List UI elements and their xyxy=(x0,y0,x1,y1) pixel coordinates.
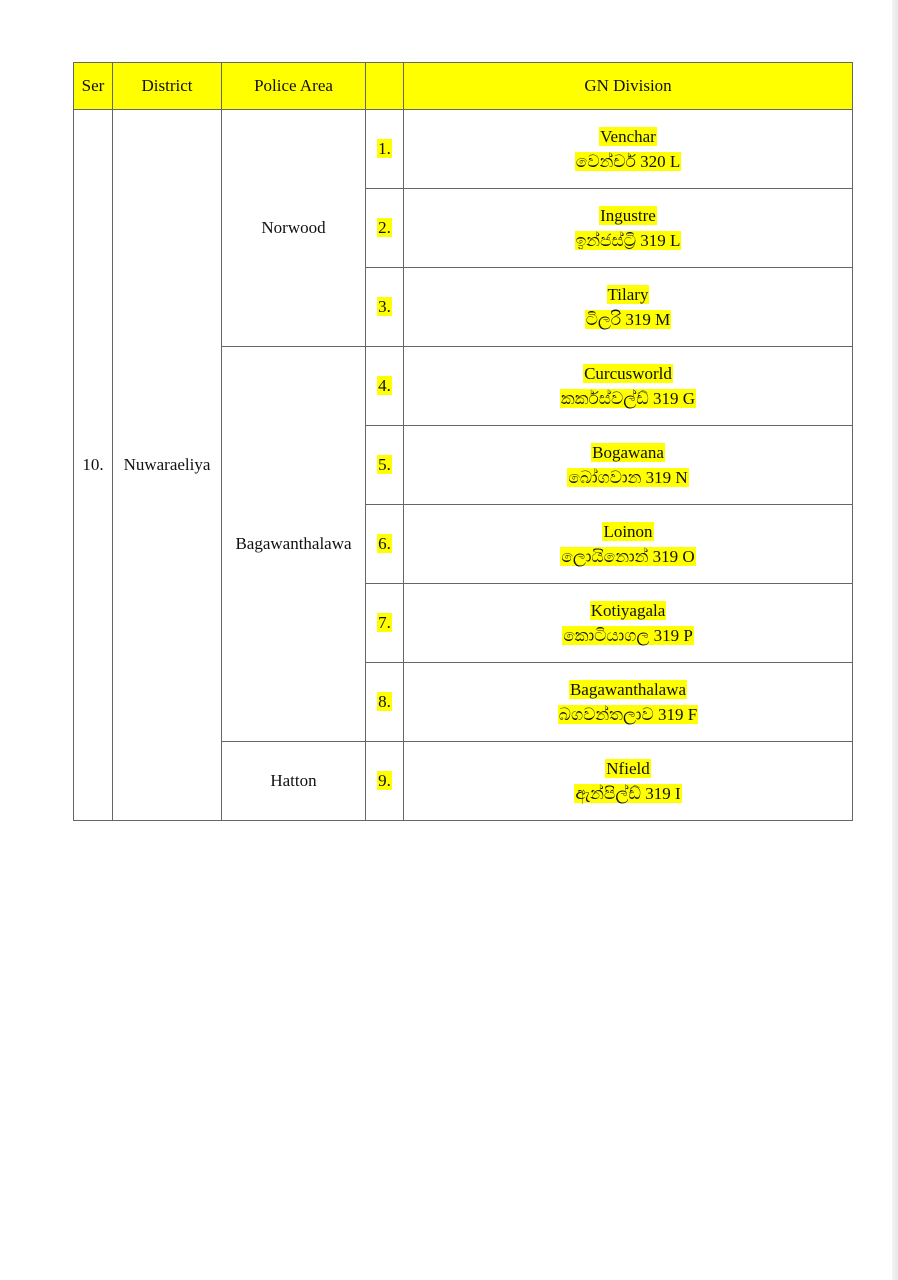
police-area-cell: Hatton xyxy=(221,741,366,821)
table-row: 8. Bagawanthalawa බගවන්තලාව 319 F xyxy=(74,662,853,742)
gn-name-sinhala: කර්කස්වල්ඩ් 319 G xyxy=(559,389,697,408)
row-number: 2. xyxy=(377,218,392,237)
gn-name-sinhala: ඇන්පිල්ඩ් 319 I xyxy=(574,784,682,803)
table-row: 2. Ingustre ඉන්ජස්ට්‍රි 319 L xyxy=(74,188,853,268)
gn-name-english: Bogawana xyxy=(591,443,665,462)
table-row: Hatton 9. Nfield ඇන්පිල්ඩ් 319 I xyxy=(74,741,853,821)
gn-division-cell: Ingustre ඉන්ජස්ට්‍රි 319 L xyxy=(403,188,853,268)
table-row: 6. Loinon ලොයිනොන් 319 O xyxy=(74,504,853,584)
gn-division-cell: Venchar වෙන්චර් 320 L xyxy=(403,109,853,189)
gn-name-sinhala: වෙන්චර් 320 L xyxy=(574,152,682,171)
row-number: 7. xyxy=(377,613,392,632)
ser-cell: 10. xyxy=(73,109,113,821)
table-row: 5. Bogawana බෝගවාන 319 N xyxy=(74,425,853,505)
gn-name-english: Tilary xyxy=(606,285,650,304)
number-cell: 1. xyxy=(365,109,404,189)
number-cell: 2. xyxy=(365,188,404,268)
gn-name-sinhala: ඉන්ජස්ට්‍රි 319 L xyxy=(574,231,682,250)
header-row: Ser District Police Area GN Division xyxy=(73,62,853,110)
gn-division-cell: Nfield ඇන්පිල්ඩ් 319 I xyxy=(403,741,853,821)
gn-name-english: Curcusworld xyxy=(583,364,673,383)
district-cell: Nuwaraeliya xyxy=(112,109,222,821)
number-cell: 5. xyxy=(365,425,404,505)
row-number: 1. xyxy=(377,139,392,158)
gn-name-english: Kotiyagala xyxy=(589,601,667,620)
gn-division-cell: Loinon ලොයිනොන් 319 O xyxy=(403,504,853,584)
gn-name-sinhala: ටිලරි 319 M xyxy=(584,310,672,329)
header-district: District xyxy=(112,62,222,110)
row-number: 6. xyxy=(377,534,392,553)
row-number: 4. xyxy=(377,376,392,395)
gn-name-english: Bagawanthalawa xyxy=(568,680,688,699)
gn-name-sinhala: බගවන්තලාව 319 F xyxy=(557,705,699,724)
row-number: 3. xyxy=(377,297,392,316)
row-number: 8. xyxy=(377,692,392,711)
gn-name-english: Ingustre xyxy=(599,206,657,225)
gn-division-cell: Bogawana බෝගවාන 319 N xyxy=(403,425,853,505)
number-cell: 9. xyxy=(365,741,404,821)
number-cell: 3. xyxy=(365,267,404,347)
table-row: 10. Nuwaraeliya Norwood 1. Venchar වෙන්චර් 32… xyxy=(73,109,853,821)
police-area-value: Bagawanthalawa xyxy=(235,534,352,553)
police-area-cell: Norwood xyxy=(221,109,366,347)
district-value: Nuwaraeliya xyxy=(123,455,211,474)
gn-division-cell: Kotiyagala කොටියාගල 319 P xyxy=(403,583,853,663)
gn-name-english: Loinon xyxy=(602,522,654,541)
row-number: 9. xyxy=(377,771,392,790)
gn-name-sinhala: ලොයිනොන් 319 O xyxy=(560,547,696,566)
header-gn-division: GN Division xyxy=(403,62,853,110)
gn-division-cell: Curcusworld කර්කස්වල්ඩ් 319 G xyxy=(403,346,853,426)
gn-name-sinhala: බෝගවාන 319 N xyxy=(567,468,689,487)
table-row: 3. Tilary ටිලරි 319 M xyxy=(74,267,853,347)
gn-name-english: Venchar xyxy=(599,127,657,146)
ser-value: 10. xyxy=(82,455,104,474)
police-area-value: Norwood xyxy=(261,218,326,237)
police-area-cell: Bagawanthalawa xyxy=(221,346,366,742)
header-ser: Ser xyxy=(73,62,113,110)
gn-name-english: Nfield xyxy=(605,759,651,778)
gn-division-cell: Tilary ටිලරි 319 M xyxy=(403,267,853,347)
header-police-area: Police Area xyxy=(221,62,366,110)
gn-division-table: Ser District Police Area GN Division 10.… xyxy=(73,62,853,821)
table-row: 7. Kotiyagala කොටියාගල 319 P xyxy=(74,583,853,663)
number-cell: 7. xyxy=(365,583,404,663)
number-cell: 4. xyxy=(365,346,404,426)
header-number xyxy=(365,62,404,110)
gn-division-cell: Bagawanthalawa බගවන්තලාව 319 F xyxy=(403,662,853,742)
police-area-value: Hatton xyxy=(270,771,317,790)
number-cell: 8. xyxy=(365,662,404,742)
number-cell: 6. xyxy=(365,504,404,584)
row-number: 5. xyxy=(377,455,392,474)
page-edge xyxy=(892,0,898,1280)
gn-name-sinhala: කොටියාගල 319 P xyxy=(562,626,694,645)
